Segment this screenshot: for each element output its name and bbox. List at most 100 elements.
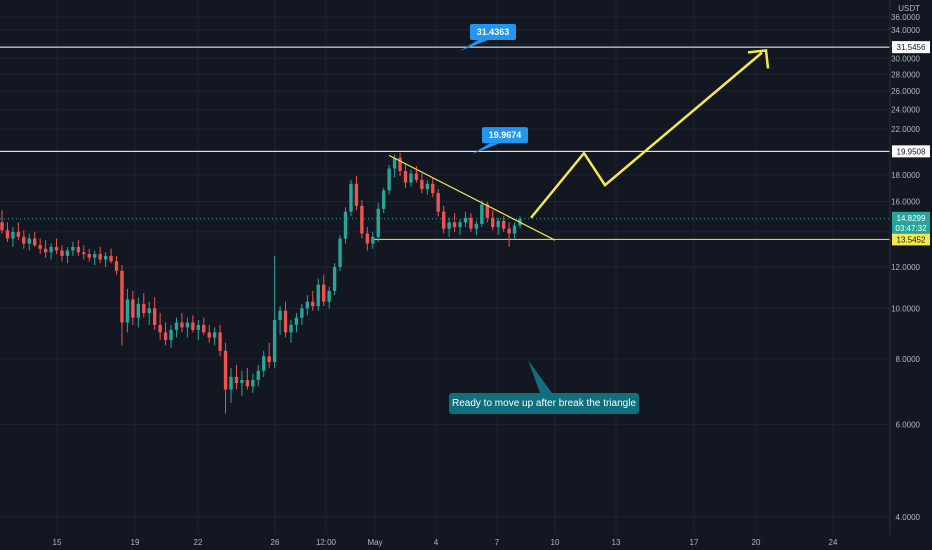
candle-body: [11, 231, 15, 239]
candle-body: [349, 183, 353, 212]
triangle-trendline: [388, 154, 556, 241]
candle-body: [387, 168, 391, 191]
candle-body: [120, 270, 124, 323]
candle-body: [447, 222, 451, 229]
candle-body: [485, 204, 489, 218]
x-tick-label: 15: [53, 538, 62, 547]
candle-body: [229, 376, 233, 390]
candle-body: [103, 255, 108, 260]
candle-body: [398, 157, 402, 171]
candle-body: [403, 170, 408, 183]
annotation-box[interactable]: Ready to move up after break the triangl…: [449, 393, 639, 414]
candle-body: [311, 301, 315, 307]
y-tick-label: 6.0000: [896, 421, 921, 430]
y-tick-label: 36.0000: [891, 13, 920, 22]
candle-body: [458, 222, 462, 228]
y-tick-label: 24.0000: [891, 105, 920, 114]
candle-body: [289, 324, 293, 333]
callout-label: 19.9674: [489, 130, 522, 140]
last-price-tag: [892, 211, 930, 234]
x-tick-label: 10: [551, 538, 560, 547]
candle-body: [5, 230, 10, 239]
candle-body: [496, 220, 500, 228]
candle-body: [169, 329, 173, 341]
projection-arrow-path: [530, 51, 763, 219]
level-price-tag: [892, 233, 930, 246]
candle-body: [196, 324, 200, 330]
x-tick-label: 13: [612, 538, 621, 547]
candle-body: [22, 236, 26, 244]
candle-body: [152, 308, 157, 325]
candle-body: [240, 379, 244, 384]
candle-body: [158, 324, 162, 333]
candle-body: [392, 157, 397, 169]
candle-body: [267, 356, 271, 363]
candle-body: [33, 238, 37, 246]
candle-body: [316, 284, 320, 307]
y-tick-label: 8.0000: [896, 355, 921, 364]
countdown-timer: 03:47:32: [895, 224, 927, 233]
y-tick-label: 4.0000: [896, 513, 921, 522]
candle-body: [256, 370, 260, 380]
candle-body: [360, 205, 364, 234]
candle-body: [54, 247, 59, 251]
annotation-text: Ready to move up after break the triangl…: [452, 398, 636, 409]
candle-body: [202, 324, 206, 333]
candle-body: [87, 254, 91, 258]
candle-body: [414, 173, 419, 180]
candle-body: [436, 193, 440, 212]
candle-body: [174, 322, 179, 330]
candle-body: [82, 252, 86, 255]
candle-body: [147, 308, 151, 314]
candle-body: [272, 320, 277, 363]
candle-body: [354, 183, 359, 206]
candle-body: [16, 231, 21, 237]
candle-body: [262, 356, 266, 371]
candle-body: [251, 379, 255, 387]
candle-body: [234, 376, 239, 384]
candle-body: [381, 190, 386, 209]
x-tick-label: 17: [690, 538, 699, 547]
candle-body: [65, 250, 70, 256]
candle-body: [142, 303, 146, 314]
candle-body: [278, 310, 282, 321]
candle-body: [501, 220, 506, 229]
x-tick-label: 4: [434, 538, 439, 547]
y-tick-label: 30.0000: [891, 55, 920, 64]
y-tick-label: 10.0000: [891, 304, 920, 313]
projection-arrowhead: [747, 49, 770, 69]
candle-body: [283, 310, 288, 333]
annotation-pointer: [528, 360, 552, 393]
candle-body: [125, 299, 130, 323]
x-tick-label: 12:00: [316, 538, 337, 547]
candle-body: [98, 254, 102, 260]
candle-body: [469, 217, 473, 229]
candle-body: [38, 245, 42, 249]
candle-body: [480, 204, 484, 224]
candle-body: [60, 250, 64, 256]
x-tick-label: 19: [131, 538, 140, 547]
candle-body: [420, 179, 424, 190]
x-tick-label: 26: [271, 538, 280, 547]
currency-label: USDT: [898, 4, 920, 13]
candle-body: [93, 254, 97, 258]
candle-body: [114, 261, 119, 271]
candle-body: [71, 247, 75, 251]
candle-body: [338, 238, 342, 267]
callout-pointer: [472, 143, 500, 155]
chart-grid: [0, 0, 890, 535]
callout-box: [470, 23, 516, 40]
candle-body: [322, 284, 326, 302]
candle-body: [76, 247, 81, 253]
candle-body: [43, 248, 48, 253]
level-price-tag: [892, 41, 930, 54]
candle-body: [327, 290, 331, 302]
candle-body: [136, 303, 141, 318]
x-tick-label: 7: [495, 538, 500, 547]
y-tick-label: 12.0000: [891, 263, 920, 272]
y-tick-label: 34.0000: [891, 26, 920, 35]
candle-series: [0, 153, 522, 414]
drawings: 31.4363 19.9674: [388, 23, 770, 393]
time-axis: 15 19 22 26 12:00 May 4 7 10 13 17 20 24: [53, 538, 838, 547]
